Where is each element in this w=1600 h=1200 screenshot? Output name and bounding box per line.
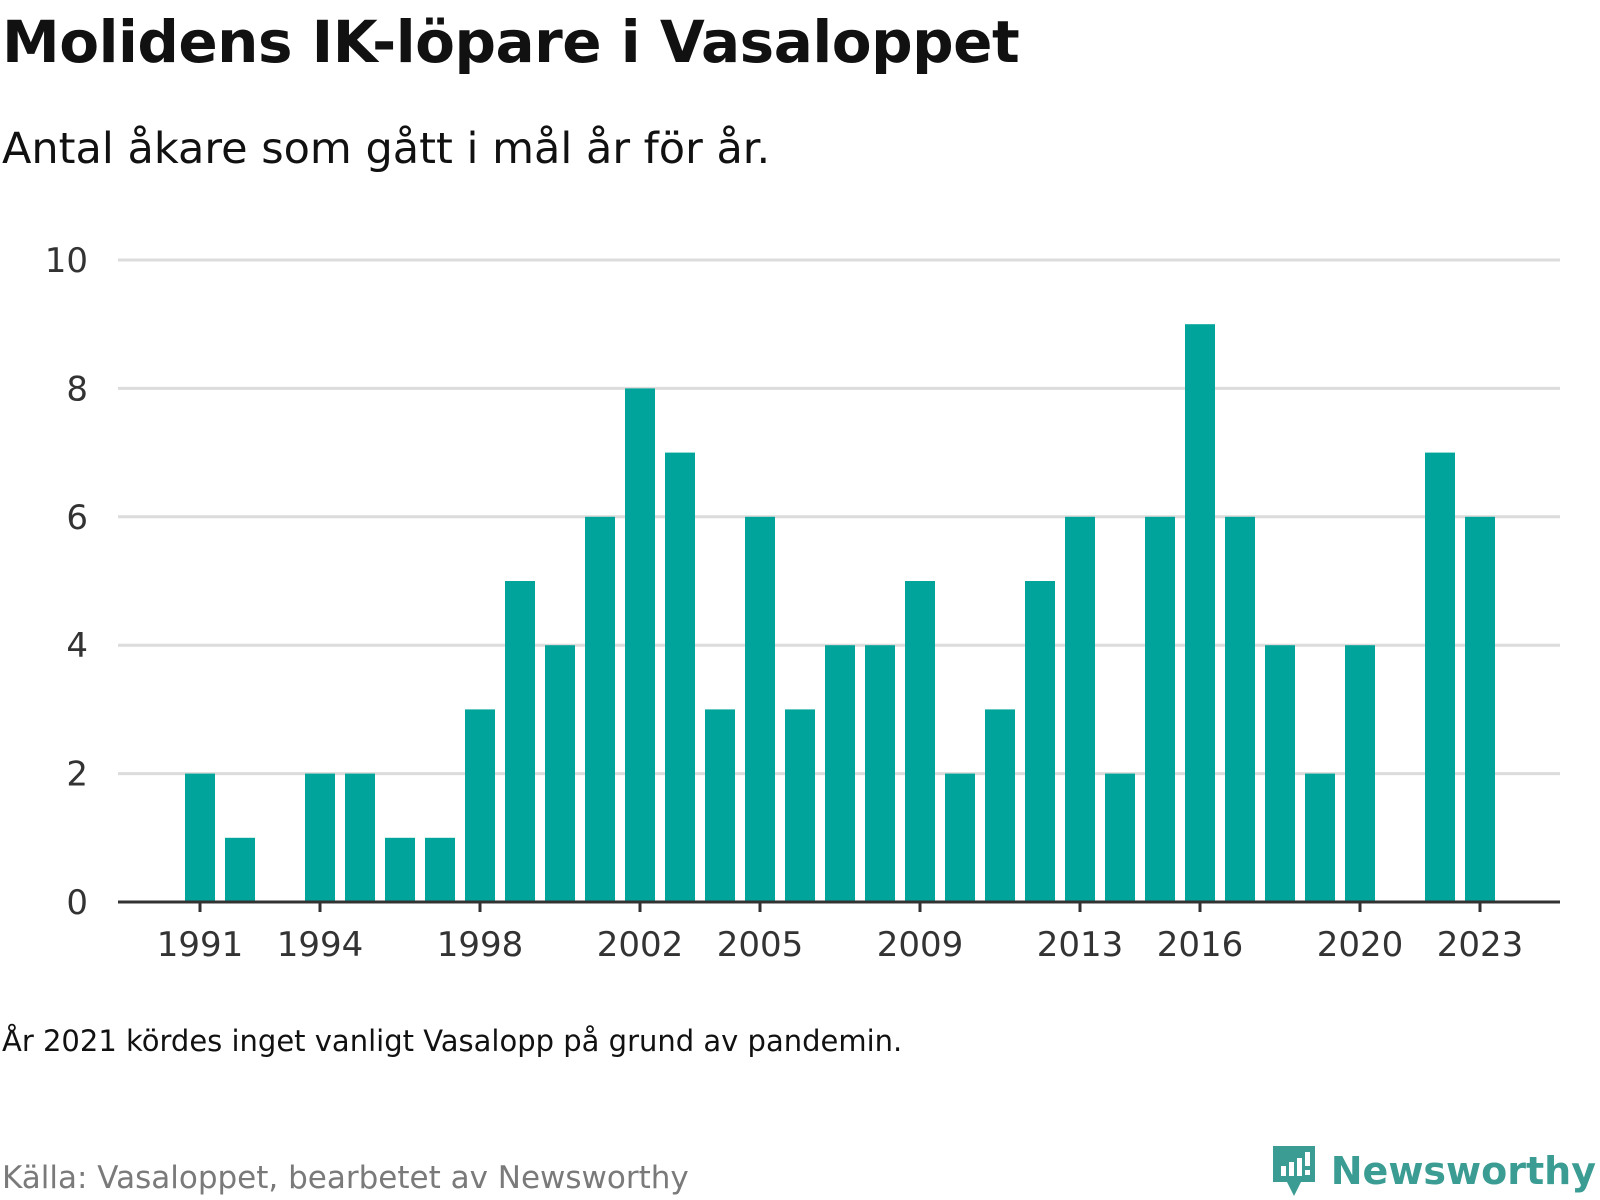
bar-2018 (1265, 645, 1295, 902)
bar-2016 (1185, 324, 1215, 902)
bar-2014 (1105, 773, 1135, 902)
bar-2012 (1025, 581, 1055, 902)
y-tick-label: 10 (45, 241, 88, 281)
bar-2000 (545, 645, 575, 902)
x-tick-label: 1994 (277, 925, 364, 960)
y-tick-label: 6 (66, 498, 88, 538)
x-tick-label: 2023 (1437, 925, 1524, 960)
footnote: År 2021 kördes inget vanligt Vasalopp på… (2, 1024, 903, 1058)
bar-2002 (625, 388, 655, 902)
bar-2004 (705, 709, 735, 902)
x-tick-label: 1998 (437, 925, 524, 960)
x-tick-label: 2013 (1037, 925, 1124, 960)
brand-name: Newsworthy (1330, 1149, 1596, 1193)
x-tick-label: 1991 (157, 925, 244, 960)
bar-1992 (225, 837, 255, 902)
chart-title: Molidens IK-löpare i Vasaloppet (2, 8, 1020, 76)
bar-1991 (185, 773, 215, 902)
x-tick-label: 2020 (1317, 925, 1404, 960)
bar-chart: 0 2 4 6 8 10 1991 1994 1998 2002 2005 2009 2013 2016 2… (45, 241, 1560, 960)
bar-1998 (465, 709, 495, 902)
x-tick-label: 2005 (717, 925, 804, 960)
brand: Newsworthy (1269, 1142, 1596, 1200)
bar-2020 (1345, 645, 1375, 902)
bar-2017 (1225, 516, 1255, 902)
bar-2005 (745, 516, 775, 902)
bar-2019 (1305, 773, 1335, 902)
axes: 0 2 4 6 8 10 1991 1994 1998 2002 2005 2009 2013 2016 2… (45, 241, 1560, 960)
bar-1995 (345, 773, 375, 902)
bar-1994 (305, 773, 335, 902)
chart-subtitle: Antal åkare som gått i mål år för år. (2, 124, 771, 174)
bar-2001 (585, 516, 615, 902)
x-tick-label: 2002 (597, 925, 684, 960)
bar-2023 (1465, 516, 1495, 902)
y-tick-label: 4 (66, 626, 88, 666)
bar-1999 (505, 581, 535, 902)
bar-2009 (905, 581, 935, 902)
y-tick-label: 2 (66, 755, 88, 795)
y-tick-label: 8 (66, 369, 88, 409)
bar-2007 (825, 645, 855, 902)
bar-2013 (1065, 516, 1095, 902)
y-tick-label: 0 (66, 883, 88, 923)
bar-2003 (665, 452, 695, 902)
bars (185, 324, 1495, 902)
bar-2022 (1425, 452, 1455, 902)
x-tick-label: 2016 (1157, 925, 1244, 960)
bar-1997 (425, 837, 455, 902)
bar-2011 (985, 709, 1015, 902)
bar-2008 (865, 645, 895, 902)
bar-2010 (945, 773, 975, 902)
newsworthy-logo-icon (1272, 1146, 1315, 1196)
bar-1996 (385, 837, 415, 902)
bar-2015 (1145, 516, 1175, 902)
source-text: Källa: Vasaloppet, bearbetet av Newswort… (2, 1160, 689, 1196)
bar-2006 (785, 709, 815, 902)
x-tick-label: 2009 (877, 925, 964, 960)
